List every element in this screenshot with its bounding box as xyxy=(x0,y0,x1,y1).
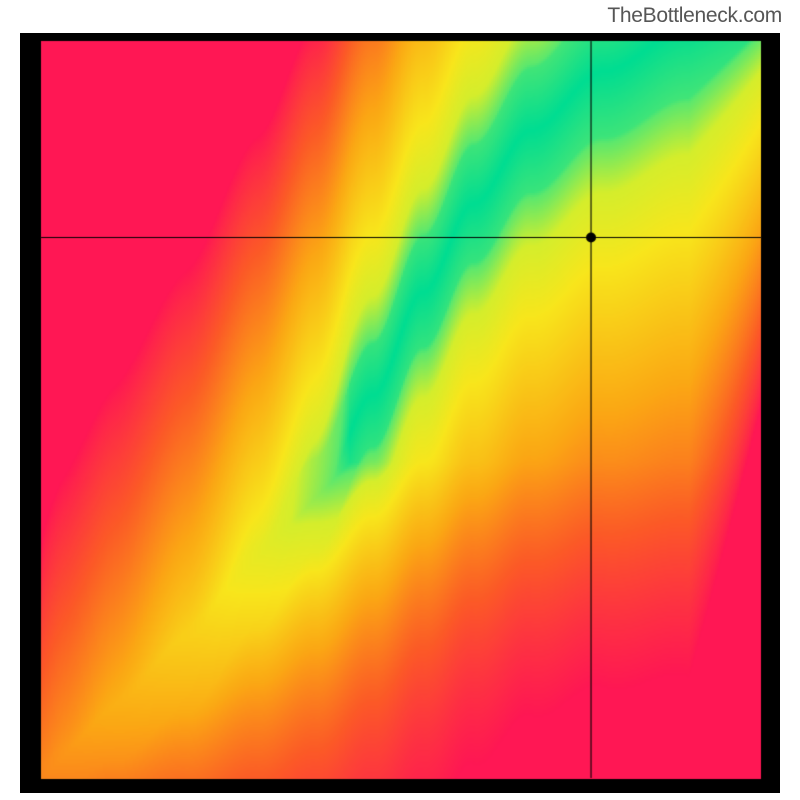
chart-container: TheBottleneck.com xyxy=(0,0,800,800)
watermark-text: TheBottleneck.com xyxy=(607,4,782,28)
chart-frame xyxy=(20,33,780,793)
crosshair-overlay xyxy=(20,33,780,793)
